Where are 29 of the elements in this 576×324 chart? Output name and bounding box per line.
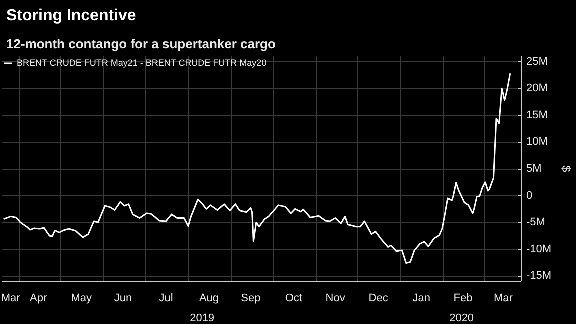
y-tick-label: -15M — [526, 270, 552, 282]
y-tick-label: 25M — [526, 56, 548, 68]
y-tick-label: 5M — [526, 163, 542, 175]
y-axis-title: $ — [560, 166, 574, 173]
x-tick-label: Dec — [368, 292, 389, 304]
text: 2019 — [190, 312, 215, 324]
x-tick-label: Oct — [285, 292, 302, 304]
y-tick-label: 0 — [526, 190, 533, 202]
x-tick-label: Sep — [241, 292, 261, 304]
x-tick-label: Nov — [326, 292, 346, 304]
legend-label: BRENT CRUDE FUTR May21 - BRENT CRUDE FUTR May20 — [17, 58, 267, 68]
chart-subtitle: 12-month contango for a supertanker cargo — [6, 36, 276, 52]
line-series — [3, 72, 512, 264]
y-tick-label: 15M — [526, 109, 548, 122]
x-tick-label: Mar — [1, 292, 21, 304]
x-tick-label: Jan — [412, 292, 430, 304]
x-tick-label: Mar — [494, 292, 514, 304]
x-tick-label: May — [71, 292, 92, 304]
y-tick-label: -10M — [526, 243, 552, 256]
x-tick-label: Apr — [30, 292, 48, 304]
y-tick-label: 10M — [526, 136, 548, 148]
x-tick-label: Jun — [114, 292, 132, 304]
chart-title: Storing Incentive — [6, 8, 136, 24]
x-tick-label: Aug — [199, 292, 220, 304]
x-tick-label: Feb — [454, 292, 473, 304]
text: 2020 — [450, 312, 474, 324]
y-tick-label: 20M — [526, 82, 548, 95]
x-tick-label: Jul — [159, 292, 174, 304]
y-tick-label: -5M — [526, 216, 546, 229]
